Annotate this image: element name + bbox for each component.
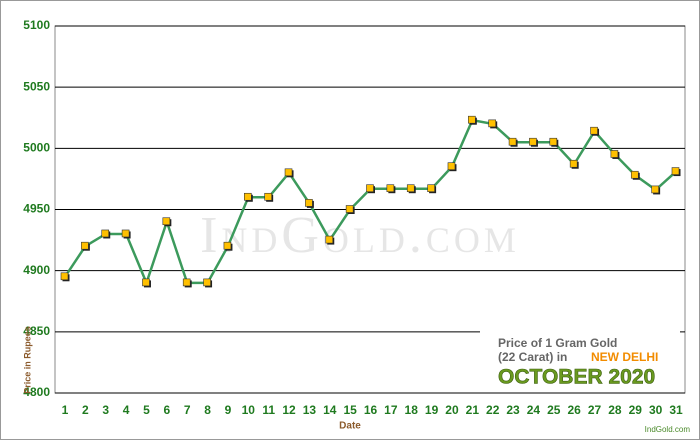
marker [162, 217, 171, 226]
x-tick-label: 18 [405, 403, 419, 417]
x-tick-label: 26 [567, 403, 581, 417]
marker [549, 137, 558, 146]
marker [325, 235, 334, 244]
marker [142, 278, 150, 287]
x-tick-label: 17 [384, 403, 398, 417]
x-tick-label: 8 [204, 403, 211, 417]
y-tick-label: 4850 [23, 324, 50, 338]
x-tick-label: 24 [527, 403, 541, 417]
x-tick-label: 6 [163, 403, 170, 417]
y-tick-label: 5100 [23, 18, 50, 32]
marker [345, 205, 354, 213]
marker [447, 162, 456, 170]
x-tick-label: 31 [669, 403, 683, 417]
marker [203, 278, 211, 287]
marker [264, 192, 272, 201]
marker [529, 137, 537, 146]
x-tick-label: 10 [242, 403, 256, 417]
x-tick-label: 16 [364, 403, 378, 417]
marker [651, 185, 659, 194]
x-tick-label: 11 [262, 403, 275, 417]
x-tick-label: 22 [486, 403, 500, 417]
x-tick-label: 20 [445, 403, 459, 417]
x-tick-label: 29 [629, 403, 643, 417]
x-tick-label: 19 [425, 403, 439, 417]
marker [630, 170, 639, 179]
marker [81, 241, 89, 250]
marker [468, 115, 476, 124]
x-tick-label: 15 [343, 403, 357, 417]
x-tick-label: 3 [102, 403, 109, 417]
x-tick-label: 4 [123, 403, 130, 417]
marker [406, 184, 415, 193]
x-tick-label: 12 [282, 403, 296, 417]
legend-title: Price of 1 Gram Gold [498, 336, 617, 350]
marker [386, 184, 395, 193]
legend-city: NEW DELHI [591, 350, 658, 364]
footer: IndGold.com [645, 425, 691, 434]
x-tick-label: 1 [62, 403, 69, 417]
x-tick-label: 30 [649, 403, 663, 417]
x-tick-label: 28 [608, 403, 622, 417]
legend-carat: (22 Carat) in [498, 350, 567, 364]
y-axis-label: Price in Rupees [22, 326, 32, 394]
marker [508, 137, 517, 146]
y-tick-label: 4800 [23, 385, 50, 399]
legend-month: OCTOBER 2020 [498, 366, 655, 389]
x-tick-label: 5 [143, 403, 150, 417]
marker [60, 272, 69, 281]
x-tick-label: 9 [225, 403, 232, 417]
x-tick-label: 2 [82, 403, 89, 417]
y-tick-label: 5050 [23, 79, 50, 93]
x-axis-label: Date [339, 421, 361, 432]
marker [244, 192, 252, 201]
y-tick-label: 5000 [23, 141, 50, 155]
marker [223, 241, 232, 250]
watermark: IndGold.com [200, 207, 520, 264]
marker [101, 229, 110, 238]
y-tick-label: 4950 [23, 202, 50, 216]
x-tick-label: 25 [547, 403, 561, 417]
marker [488, 119, 497, 128]
marker [121, 229, 130, 238]
x-tick-label: 13 [303, 403, 317, 417]
marker [427, 184, 435, 193]
x-tick-label: 27 [588, 403, 602, 417]
x-tick-label: 7 [184, 403, 191, 417]
y-tick-label: 4900 [23, 263, 50, 277]
marker [569, 159, 578, 168]
marker [590, 126, 598, 135]
x-tick-label: 23 [506, 403, 520, 417]
marker [305, 199, 313, 207]
marker [182, 278, 191, 287]
marker [671, 167, 680, 175]
marker [284, 168, 293, 177]
legend-box [480, 330, 680, 390]
x-tick-label: 14 [323, 403, 337, 417]
x-tick-label: 21 [466, 403, 480, 417]
marker [366, 184, 374, 193]
marker [610, 150, 619, 158]
